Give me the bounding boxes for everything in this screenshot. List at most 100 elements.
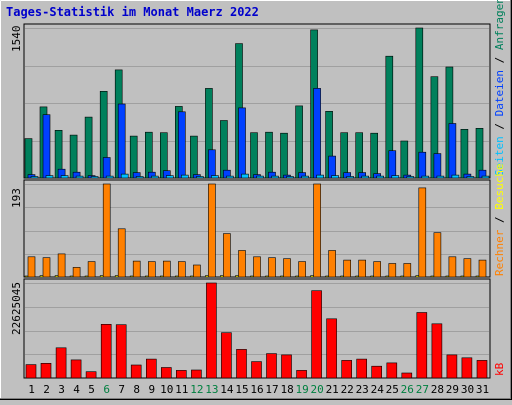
bar-kb-day-17 [266, 353, 277, 379]
bar-seiten-day-8 [135, 176, 144, 179]
x-tick-label-day-14: 14 [220, 383, 234, 396]
bar-anfragen-day-18 [280, 132, 288, 179]
bar-seiten-day-17 [271, 175, 279, 179]
bar-anfragen-day-17 [265, 131, 273, 179]
x-tick-label-day-7: 7 [118, 383, 125, 396]
bar-anfragen-day-23 [355, 132, 364, 179]
bar-kb-day-23 [356, 358, 368, 379]
bar-dateien-day-27 [418, 151, 427, 179]
bar-rechner-day-30 [463, 258, 472, 278]
panel-bottom-ymax-label: 22625045 [10, 282, 23, 335]
x-tick-label-day-18: 18 [280, 383, 293, 396]
bar-seiten-day-1 [30, 176, 39, 179]
legend-top: Seiten / Dateien / Anfragen [493, 0, 506, 176]
bar-anfragen-day-16 [250, 132, 258, 179]
x-tick-label-day-29: 29 [446, 383, 459, 396]
panel-middle-ymax-label: 193 [10, 188, 23, 208]
svg-text:Seiten / Dateien / Anfragen: Seiten / Dateien / Anfragen [493, 0, 506, 176]
x-axis-day-labels: 1 2 3 4 5 6 7 8 9 10 11 12 13 14 15 16 17 18 19 20 21 22 23 24 2… [28, 383, 489, 396]
x-tick-label-day-12: 12 [190, 383, 203, 396]
bar-rechner-day-1 [27, 256, 36, 278]
bar-seiten-day-15 [241, 173, 249, 179]
bar-rechner-day-11 [178, 261, 186, 278]
bar-seiten-day-6 [105, 175, 114, 179]
legend-bottom: kB [493, 362, 506, 376]
bar-kb-day-4 [70, 359, 82, 379]
bar-seiten-day-16 [256, 175, 264, 179]
bar-seiten-day-27 [421, 175, 430, 179]
bar-kb-day-28 [431, 323, 443, 379]
bar-seiten-day-2 [45, 175, 54, 179]
bar-seiten-day-22 [346, 176, 355, 179]
x-tick-label-day-2: 2 [43, 383, 50, 396]
legend-rechner: Rechner [493, 229, 506, 276]
bar-dateien-day-7 [117, 103, 126, 179]
bar-seiten-day-31 [481, 175, 490, 179]
x-tick-label-day-11: 11 [175, 383, 188, 396]
x-tick-label-day-19: 19 [295, 383, 308, 396]
bar-seiten-day-30 [466, 176, 475, 179]
x-tick-label-day-21: 21 [326, 383, 339, 396]
x-tick-label-day-20: 20 [310, 383, 323, 396]
x-tick-label-day-25: 25 [386, 383, 399, 396]
x-tick-label-day-13: 13 [205, 383, 218, 396]
bar-anfragen-day-8 [129, 135, 138, 179]
bar-rechner-day-26 [403, 263, 412, 278]
legend-anfragen: Anfragen [493, 0, 506, 50]
x-tick-label-day-16: 16 [250, 383, 263, 396]
legend-separator-top-1: / [493, 116, 506, 136]
svg-text:Rechner / Besuche: Rechner / Besuche [493, 163, 506, 276]
bar-rechner-day-31 [478, 259, 487, 278]
bar-kb-day-5 [85, 371, 97, 379]
bar-rechner-day-14 [223, 233, 231, 278]
panel-middle-gridlines [25, 184, 489, 255]
bar-kb-day-9 [146, 358, 157, 379]
bar-seiten-day-10 [166, 175, 174, 179]
x-tick-label-day-30: 30 [461, 383, 474, 396]
bar-seiten-day-14 [226, 175, 234, 179]
bar-rechner-day-12 [193, 264, 201, 278]
x-tick-label-day-15: 15 [235, 383, 248, 396]
x-tick-label-day-9: 9 [148, 383, 155, 396]
bar-dateien-day-13 [208, 149, 216, 179]
bar-seiten-day-26 [406, 176, 415, 179]
bar-kb-day-26 [401, 372, 413, 379]
bar-rechner-day-9 [148, 261, 156, 278]
bar-rechner-day-24 [373, 261, 382, 278]
bar-rechner-day-28 [433, 232, 442, 278]
bar-kb-day-11 [176, 370, 187, 379]
bar-rechner-day-29 [448, 256, 457, 278]
bar-anfragen-day-5 [84, 116, 93, 179]
x-tick-label-day-8: 8 [133, 383, 140, 396]
bar-kb-day-8 [130, 364, 142, 379]
x-tick-label-day-4: 4 [73, 383, 80, 396]
bar-dateien-day-25 [388, 150, 397, 179]
bar-seiten-day-24 [376, 175, 385, 179]
bar-rechner-day-10 [163, 260, 171, 278]
panel-top-bars [24, 27, 490, 179]
bar-kb-day-3 [55, 347, 67, 379]
bar-kb-day-14 [221, 332, 232, 379]
bar-rechner-day-5 [87, 261, 96, 278]
bar-kb-day-1 [25, 364, 37, 379]
bar-kb-day-30 [461, 357, 473, 379]
bar-rechner-day-15 [238, 250, 246, 278]
bar-rechner-day-16 [253, 256, 261, 278]
x-tick-label-day-27: 27 [416, 383, 429, 396]
legend-seiten: Seiten [493, 136, 506, 176]
bar-kb-day-19 [296, 370, 307, 379]
bar-rechner-day-19 [298, 261, 306, 278]
x-tick-label-day-22: 22 [341, 383, 354, 396]
bar-kb-day-12 [191, 369, 202, 379]
bar-seiten-day-11 [181, 174, 189, 179]
legend-separator-middle: / [493, 210, 506, 230]
bar-anfragen-day-24 [370, 132, 379, 179]
bar-anfragen-day-19 [295, 105, 303, 179]
bar-seiten-day-25 [391, 175, 400, 179]
bar-rechner-day-20 [313, 183, 321, 278]
bar-rechner-day-13 [208, 183, 216, 278]
bar-rechner-day-21 [328, 250, 336, 278]
bar-kb-day-21 [326, 318, 337, 379]
bar-kb-day-27 [416, 312, 428, 379]
